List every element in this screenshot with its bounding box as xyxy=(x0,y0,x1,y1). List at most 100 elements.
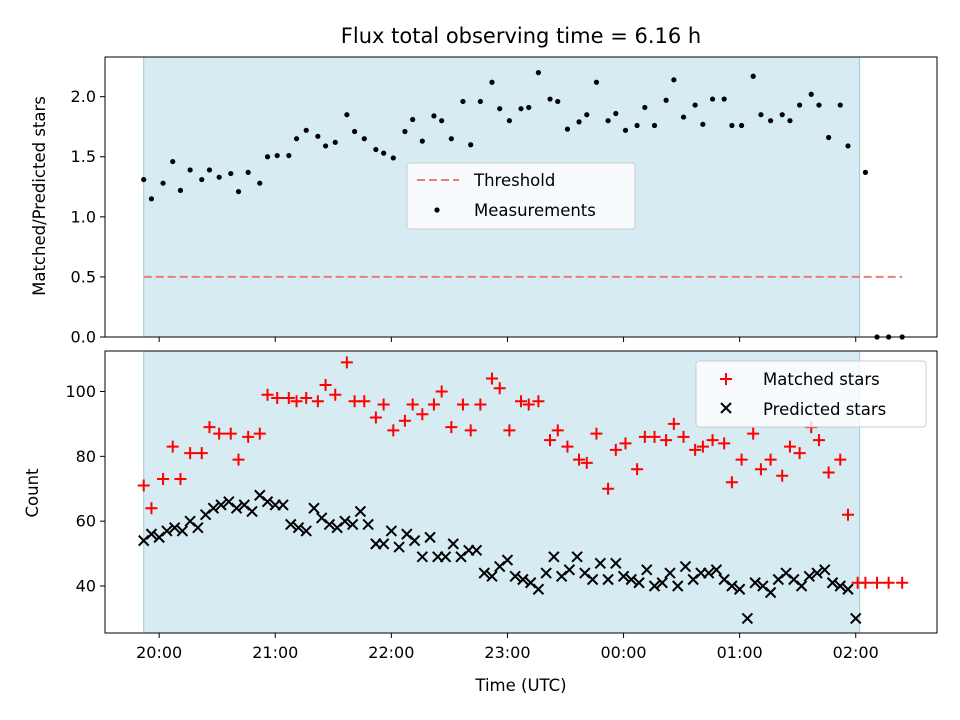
measurement-point xyxy=(862,169,869,175)
matched-point xyxy=(822,466,835,479)
measurement-point xyxy=(584,112,590,118)
matched-point xyxy=(416,408,429,421)
matched-point xyxy=(300,392,313,404)
predicted-point xyxy=(548,551,560,563)
predicted-point xyxy=(540,567,552,579)
predicted-point xyxy=(571,551,583,563)
predicted-point xyxy=(277,499,289,511)
measurement-point xyxy=(352,128,358,135)
predicted-point xyxy=(617,570,630,582)
measurement-point xyxy=(576,119,582,125)
matched-point xyxy=(602,482,615,495)
predicted-point xyxy=(478,567,490,579)
matched-point xyxy=(648,430,661,443)
predicted-point xyxy=(323,518,336,531)
measurement-point xyxy=(148,196,155,202)
predicted-point xyxy=(486,570,498,582)
predicted-point xyxy=(803,570,816,582)
measurement-point xyxy=(671,77,677,83)
measurement-point xyxy=(613,110,619,117)
measurement-point xyxy=(206,167,213,173)
bottom-xtick-label: 23:00 xyxy=(484,643,530,662)
measurement-point xyxy=(419,138,425,144)
matched-point xyxy=(551,424,564,437)
measurement-point xyxy=(845,143,851,149)
bottom-ytick-label: 100 xyxy=(65,382,96,401)
predicted-point xyxy=(563,564,576,576)
measurement-point xyxy=(187,167,193,173)
measurement-point xyxy=(477,98,483,105)
predicted-point xyxy=(648,580,661,592)
chart-title: Flux total observing time = 6.16 h xyxy=(341,24,701,48)
matched-point xyxy=(747,427,760,440)
predicted-point xyxy=(733,583,746,595)
matched-point xyxy=(735,453,748,466)
predicted-point xyxy=(602,573,614,586)
measurement-point xyxy=(758,112,764,118)
bottom-xtick-label: 21:00 xyxy=(252,643,298,662)
predicted-point xyxy=(192,521,204,534)
predicted-point xyxy=(207,502,220,514)
matched-point xyxy=(667,417,680,430)
predicted-point xyxy=(749,577,761,589)
top-legend-frame xyxy=(406,162,636,230)
measurement-point xyxy=(700,121,706,127)
matched-point xyxy=(609,443,622,456)
predicted-point xyxy=(664,567,676,579)
matched-point xyxy=(522,398,535,411)
measurement-point xyxy=(721,96,727,102)
top-ytick-label: 0.0 xyxy=(71,328,96,347)
measurement-point xyxy=(460,98,466,105)
bottom-xlabel: Time (UTC) xyxy=(474,676,566,695)
bottom-ytick-label: 60 xyxy=(76,512,96,531)
measurement-point xyxy=(605,118,611,124)
matched-point xyxy=(532,395,545,408)
predicted-point xyxy=(842,583,854,595)
measurement-point xyxy=(381,150,387,156)
matched-point xyxy=(561,440,574,453)
matched-point xyxy=(859,576,872,589)
matched-point xyxy=(812,434,825,447)
predicted-point xyxy=(586,573,599,586)
matched-point xyxy=(631,463,644,476)
matched-point xyxy=(896,576,909,589)
measurement-point xyxy=(373,146,379,153)
measurement-point xyxy=(468,142,474,148)
measurement-point xyxy=(431,113,437,119)
predicted-point xyxy=(726,580,738,592)
measurement-point xyxy=(750,73,756,79)
legend-matched-label: Matched stars xyxy=(763,370,880,389)
predicted-point xyxy=(339,515,351,527)
measurement-point xyxy=(738,122,745,129)
predicted-point xyxy=(447,538,459,550)
measurement-point xyxy=(344,112,350,118)
matched-point xyxy=(166,440,179,453)
measurement-point xyxy=(216,174,222,180)
legend-measurements-label: Measurements xyxy=(474,201,596,220)
bottom-ytick-label: 80 xyxy=(76,447,96,466)
measurement-point xyxy=(518,106,524,112)
matched-point xyxy=(580,456,593,469)
matched-point xyxy=(377,398,390,411)
measurement-point xyxy=(315,133,321,139)
predicted-point xyxy=(416,551,429,563)
matched-point xyxy=(203,421,216,434)
matched-point xyxy=(660,434,673,447)
matched-point xyxy=(590,427,603,440)
predicted-point xyxy=(424,531,436,544)
measurement-point xyxy=(228,170,234,177)
matched-point xyxy=(696,440,709,453)
bottom-axes-frame xyxy=(104,350,938,634)
predicted-point xyxy=(377,538,390,550)
matched-point xyxy=(725,476,738,489)
measurement-point xyxy=(826,134,832,141)
matched-point xyxy=(398,414,411,427)
predicted-point xyxy=(819,564,831,576)
predicted-point xyxy=(656,577,668,589)
matched-point xyxy=(195,447,208,460)
matched-point xyxy=(754,463,767,476)
predicted-point xyxy=(246,505,258,518)
measurement-point xyxy=(593,79,600,85)
bottom-xtick-label: 20:00 xyxy=(136,643,182,662)
